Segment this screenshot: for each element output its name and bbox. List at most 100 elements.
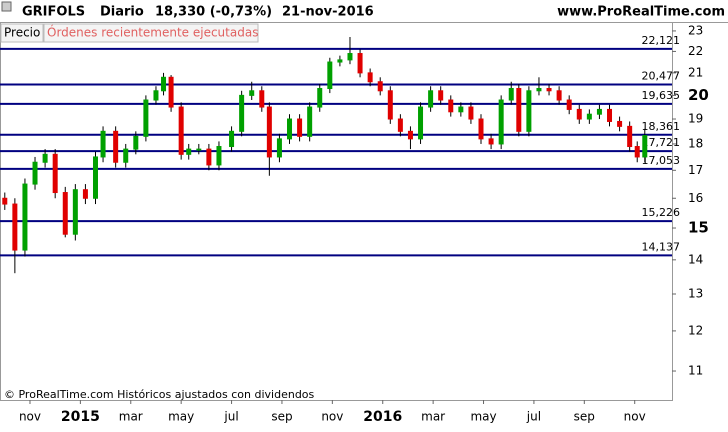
candle-body <box>42 153 48 163</box>
candle-body <box>337 59 343 63</box>
candle-body <box>536 88 542 92</box>
tab-price[interactable]: Precio <box>4 26 40 40</box>
level-label: 19,635 <box>642 89 681 102</box>
candle-body <box>123 148 129 163</box>
y-tick-label: 20 <box>688 86 709 104</box>
candle-body <box>143 99 149 137</box>
period: Diario <box>100 5 144 20</box>
candle-body <box>287 118 293 140</box>
site: www.ProRealTime.com <box>557 5 725 20</box>
level-label: 14,137 <box>642 240 681 253</box>
candle-body <box>216 146 222 166</box>
candle-body <box>2 197 8 205</box>
x-tick-label: 2016 <box>363 409 402 425</box>
x-tick-label: jul <box>526 410 541 424</box>
candle-body <box>327 61 333 90</box>
candle-body <box>508 88 514 101</box>
candle-body <box>168 76 174 108</box>
x-tick-label: nov <box>624 410 646 424</box>
candle-body <box>266 106 272 158</box>
y-tick-label: 16 <box>688 191 703 205</box>
candle-body <box>627 125 633 148</box>
candle-body <box>249 90 255 96</box>
x-tick-label: mar <box>421 410 445 424</box>
candle-body <box>566 99 572 110</box>
candle-body <box>607 108 613 122</box>
level-label: 20,477 <box>642 70 681 83</box>
candle-body <box>12 203 18 251</box>
candle-body <box>72 189 78 235</box>
x-tick-label: may <box>470 410 496 424</box>
candle-body <box>82 189 88 199</box>
candle-body <box>418 106 424 140</box>
x-tick-label: nov <box>321 410 343 424</box>
candle-body <box>516 88 522 132</box>
level-label: 17,053 <box>642 154 681 167</box>
candle-body <box>498 99 504 145</box>
candle-body <box>113 130 119 163</box>
candle-body <box>178 106 184 155</box>
candle-body <box>229 130 235 148</box>
candle-body <box>407 130 413 140</box>
candle-body <box>276 138 282 158</box>
y-tick-label: 18 <box>688 136 703 150</box>
candle-body <box>259 90 265 108</box>
y-tick-label: 23 <box>688 23 703 37</box>
candle-body <box>596 108 602 115</box>
candle-body <box>488 138 494 145</box>
candle-body <box>448 99 454 113</box>
candle-body <box>458 106 464 113</box>
tab-box[interactable] <box>0 23 44 43</box>
y-tick-label: 22 <box>688 44 703 58</box>
candle-body <box>22 183 28 251</box>
candle-body <box>153 90 159 101</box>
tab-orders[interactable]: Órdenes recientemente ejecutadas <box>47 25 258 40</box>
candle-body <box>196 148 202 151</box>
candle-body <box>397 118 403 132</box>
tab-box[interactable] <box>43 23 259 43</box>
candle-body <box>526 90 532 132</box>
level-label: 22,121 <box>642 34 681 47</box>
candle-body <box>239 94 245 132</box>
candle-body <box>161 76 167 92</box>
candle-body <box>32 161 38 185</box>
candle-body <box>546 88 552 92</box>
candle-body <box>92 156 98 199</box>
candle-body <box>357 53 363 74</box>
candle-body <box>387 90 393 120</box>
candle-body <box>100 130 106 158</box>
candle-body <box>617 120 623 127</box>
symbol: GRIFOLS <box>22 5 85 20</box>
candle-body <box>438 90 444 101</box>
candle-body <box>186 148 192 155</box>
y-tick-label: 14 <box>688 252 703 266</box>
window-icon[interactable] <box>1 1 12 12</box>
level-label: 18,361 <box>642 120 681 133</box>
candle-body <box>428 90 434 108</box>
x-tick-label: may <box>168 410 194 424</box>
candle-body <box>297 118 303 137</box>
x-tick-label: jul <box>223 410 238 424</box>
y-tick-label: 21 <box>688 65 703 79</box>
candle-body <box>307 106 313 137</box>
level-label: 15,226 <box>642 206 681 219</box>
y-tick-label: 19 <box>688 112 703 126</box>
candle-body <box>468 106 474 120</box>
candle-body <box>367 72 373 83</box>
candle-body <box>133 135 139 150</box>
candle-body <box>52 153 58 194</box>
level-label: 17,721 <box>642 136 681 149</box>
x-tick-label: sep <box>271 410 292 424</box>
candle-body <box>576 108 582 120</box>
x-tick-label: mar <box>119 410 143 424</box>
candle-body <box>642 135 648 158</box>
candle-body <box>586 113 592 120</box>
y-tick-label: 12 <box>688 323 703 337</box>
candle-body <box>62 192 68 235</box>
candle-body <box>556 90 562 101</box>
last-price: 18,330 (-0,73%) <box>155 5 272 20</box>
x-tick-label: 2015 <box>61 409 100 425</box>
